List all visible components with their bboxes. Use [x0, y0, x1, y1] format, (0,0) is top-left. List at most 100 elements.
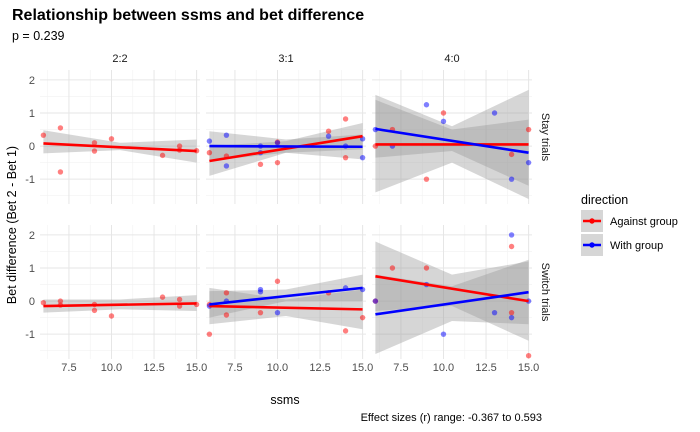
legend-label: Against group	[610, 216, 678, 228]
data-point-against	[440, 110, 447, 116]
x-tick-label: 15.0	[352, 362, 373, 374]
x-axis-title: ssms	[270, 393, 299, 407]
panel-switch-trials-4-0	[372, 225, 532, 359]
panel-background	[40, 70, 200, 204]
y-tick-label: 1	[29, 108, 35, 120]
data-point-against	[91, 140, 98, 146]
legend: direction Against group With group	[581, 193, 678, 256]
data-point-against	[57, 298, 64, 304]
data-point-with	[372, 298, 379, 304]
data-point-with	[508, 314, 515, 321]
data-point-with	[508, 176, 515, 182]
data-point-with	[440, 331, 447, 337]
strip-label-stay-trials: Stay trials	[539, 113, 551, 162]
y-tick-label: 2	[29, 75, 35, 87]
y-tick-label: -1	[25, 329, 35, 341]
data-point-with	[508, 232, 515, 238]
y-tick-label: 2	[29, 230, 35, 242]
data-point-against	[389, 265, 396, 271]
x-tick-label: 12.5	[143, 362, 164, 374]
data-point-against	[57, 169, 64, 175]
confidence-band-against	[375, 241, 529, 341]
data-point-against	[176, 143, 183, 149]
chart-subtitle: p = 0.239	[12, 29, 65, 43]
y-tick-label: 0	[29, 296, 35, 308]
data-point-against	[91, 307, 98, 314]
data-point-with	[325, 133, 332, 139]
data-point-with	[440, 118, 447, 124]
data-point-with	[525, 159, 532, 166]
fit-line-with	[209, 144, 363, 149]
legend-key-point	[589, 242, 595, 248]
data-point-against	[223, 290, 230, 296]
x-tick-label: 10.0	[267, 362, 288, 374]
data-point-with	[257, 289, 264, 295]
data-point-against	[40, 300, 47, 306]
data-point-against	[176, 296, 183, 303]
fit-line-against	[43, 302, 197, 308]
strip-label-4-0: 4:0	[444, 53, 459, 65]
chart-title: Relationship between ssms and bet differ…	[12, 7, 364, 24]
data-point-against	[257, 309, 264, 316]
data-point-with	[491, 110, 498, 116]
data-point-against	[57, 125, 64, 131]
x-tick-label: 10.0	[433, 362, 454, 374]
x-tick-label: 10.0	[101, 362, 122, 374]
y-tick-label: 1	[29, 263, 35, 275]
fit-line-against	[43, 142, 197, 153]
data-point-against	[108, 136, 115, 142]
data-point-against	[159, 294, 166, 300]
legend-item-with-group: With group	[581, 234, 663, 256]
data-point-against	[108, 313, 115, 319]
data-point-against	[508, 151, 515, 158]
x-tick-label: 15.0	[518, 362, 539, 374]
panel-switch-trials-2-2	[40, 225, 200, 359]
y-tick-label: 0	[29, 141, 35, 153]
strip-label-3-1: 3:1	[278, 53, 293, 65]
panel-background	[40, 225, 200, 359]
data-point-against	[91, 148, 98, 154]
data-point-against	[508, 243, 515, 250]
panel-background	[206, 70, 366, 204]
data-point-against	[206, 150, 213, 156]
panel-background	[372, 70, 532, 204]
x-tick-label: 7.5	[393, 362, 408, 374]
legend-title: direction	[581, 193, 628, 207]
x-tick-label: 7.5	[227, 362, 242, 374]
data-point-against	[525, 126, 532, 133]
data-point-with	[274, 309, 281, 316]
panel-stay-trials-3-1	[206, 70, 366, 204]
x-tick-label: 12.5	[475, 362, 496, 374]
data-point-against	[423, 265, 430, 271]
data-point-with	[274, 140, 281, 146]
y-tick-label: -1	[25, 174, 35, 186]
x-tick-label: 15.0	[186, 362, 207, 374]
data-point-with	[359, 154, 366, 161]
confidence-band-with	[375, 99, 529, 186]
data-point-against	[342, 328, 349, 334]
data-point-against	[359, 314, 366, 321]
data-point-with	[206, 138, 213, 144]
data-point-against	[508, 309, 515, 316]
data-point-against	[274, 278, 281, 284]
data-point-against	[40, 132, 47, 138]
x-tick-label: 12.5	[309, 362, 330, 374]
fit-line-against	[209, 134, 363, 163]
data-point-against	[342, 154, 349, 161]
strip-label-2-2: 2:2	[112, 53, 127, 65]
data-point-against	[342, 116, 349, 122]
legend-key-point	[589, 218, 595, 224]
fit-line-with	[375, 290, 529, 316]
legend-item-against-group: Against group	[581, 210, 678, 232]
data-point-with	[423, 102, 430, 108]
panel-stay-trials-2-2	[40, 70, 200, 204]
data-point-against	[223, 312, 230, 318]
panel-background	[206, 225, 366, 359]
panel-switch-trials-3-1	[206, 225, 366, 359]
data-point-against	[159, 152, 166, 159]
data-point-with	[223, 132, 230, 138]
panel-stay-trials-4-0	[372, 70, 532, 204]
data-point-against	[206, 331, 213, 337]
data-point-with	[491, 309, 498, 316]
y-axis-title: Bet difference (Bet 2 - Bet 1)	[5, 146, 19, 304]
